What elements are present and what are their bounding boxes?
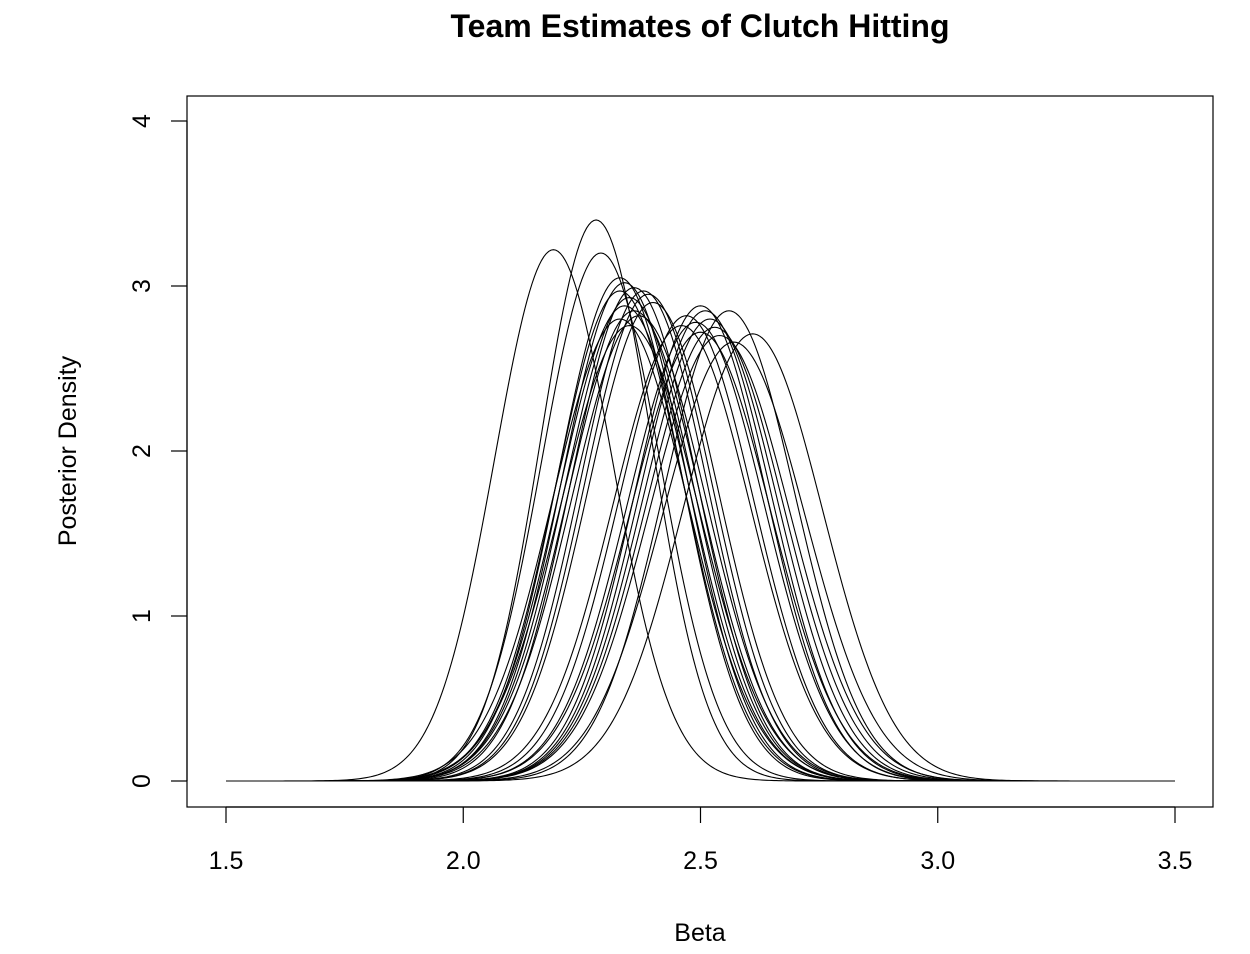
y-tick-label: 4 [128, 114, 156, 128]
density-curve [226, 287, 1175, 782]
density-curve [226, 310, 1175, 782]
y-axis-label: Posterior Density [54, 355, 82, 546]
x-tick-label: 2.5 [683, 847, 718, 875]
density-curves [226, 219, 1175, 782]
x-tick-label: 3.0 [920, 847, 955, 875]
y-tick-label: 3 [128, 279, 156, 293]
y-tick-label: 0 [128, 774, 156, 788]
x-axis-label: Beta [674, 919, 726, 947]
chart-title: Team Estimates of Clutch Hitting [450, 8, 949, 44]
y-tick-label: 2 [128, 444, 156, 458]
density-curve [226, 325, 1175, 782]
density-curve [226, 310, 1175, 782]
density-curve [226, 310, 1175, 782]
density-curve [226, 331, 1175, 782]
density-curve [226, 334, 1175, 782]
x-tick-label: 1.5 [209, 847, 244, 875]
density-curve [226, 315, 1175, 782]
density-curve [226, 315, 1175, 782]
y-tick-label: 1 [128, 609, 156, 623]
density-curve [226, 219, 1175, 782]
x-axis: 1.5 2.0 2.5 3.0 3.5 [209, 806, 1193, 875]
density-curve [226, 321, 1175, 782]
x-tick-label: 2.0 [446, 847, 481, 875]
x-tick-label: 3.5 [1158, 847, 1193, 875]
y-axis: 0 1 2 3 4 [128, 114, 188, 788]
density-curve [226, 333, 1175, 782]
density-curve [226, 282, 1175, 782]
